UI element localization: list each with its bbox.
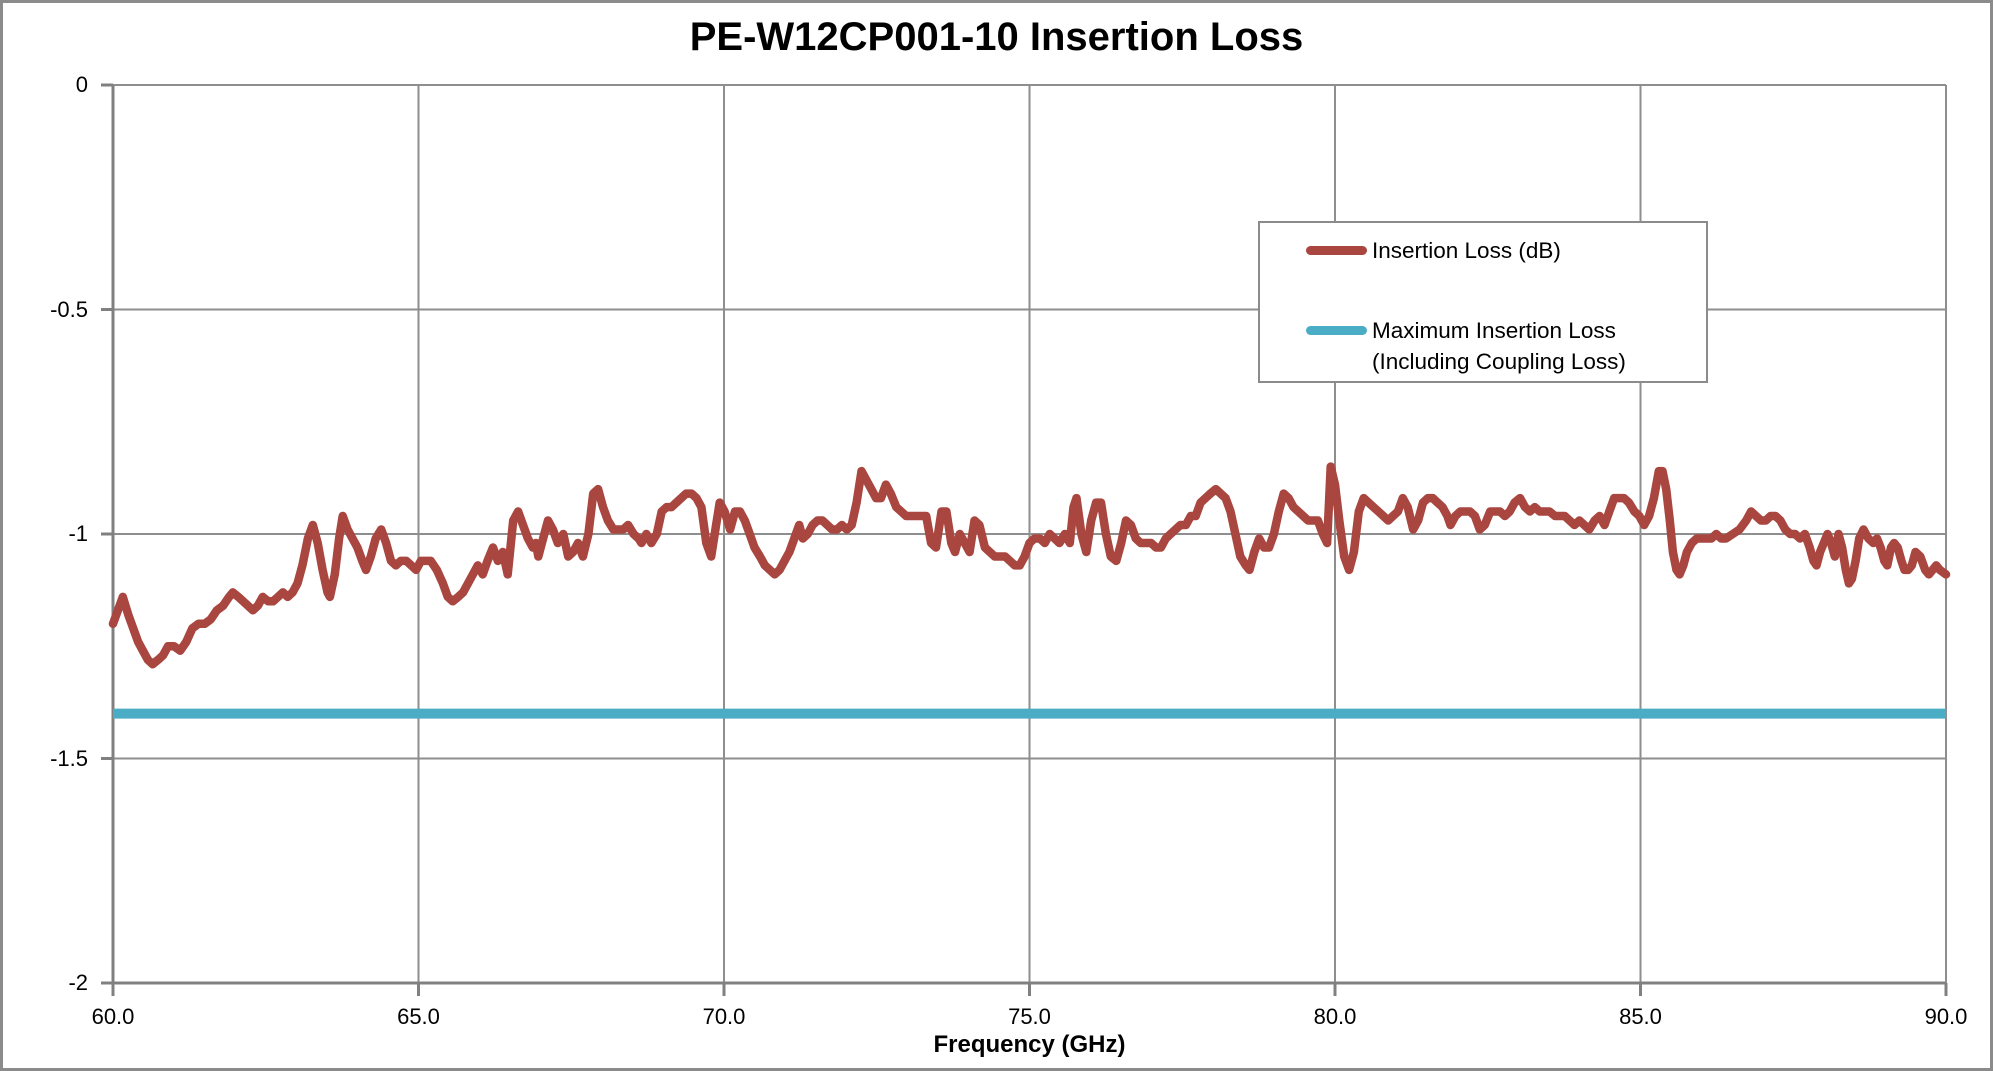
x-tick-label: 90.0 (1924, 1004, 1968, 1029)
x-axis-title: Frequency (GHz) (933, 1031, 1126, 1058)
x-tick-label: 85.0 (1619, 1004, 1662, 1029)
x-tick-label: 60.0 (91, 1004, 135, 1029)
legend-item-max-insertion-loss: Maximum Insertion Loss (Including Coupli… (1306, 315, 1626, 377)
y-tick-label: -2 (68, 970, 88, 995)
legend-label-max-insertion-loss: Maximum Insertion Loss (Including Coupli… (1372, 318, 1626, 374)
chart-title: PE-W12CP001-10 Insertion Loss (689, 15, 1304, 59)
y-tick-label: -1.5 (50, 745, 88, 771)
x-tick-label: 70.0 (702, 1004, 746, 1029)
legend-item-insertion-loss: Insertion Loss (dB) (1306, 235, 1561, 266)
legend-label-insertion-loss: Insertion Loss (dB) (1372, 238, 1561, 263)
y-tick-label: 0 (75, 72, 88, 97)
plot-area (101, 83, 1951, 996)
insertion-loss-curve (108, 462, 1951, 669)
legend-line-swatch-insertion-loss (1306, 246, 1367, 255)
legend-line-swatch-max-insertion-loss (1306, 326, 1367, 335)
y-tick-label: -1 (68, 521, 88, 546)
x-tick-label: 75.0 (1008, 1004, 1051, 1029)
x-tick-label: 65.0 (397, 1004, 440, 1029)
legend: Insertion Loss (dB) Maximum Insertion Lo… (1258, 221, 1708, 383)
x-tick-label: 80.0 (1313, 1004, 1357, 1029)
y-tick-label: -0.5 (50, 296, 88, 322)
